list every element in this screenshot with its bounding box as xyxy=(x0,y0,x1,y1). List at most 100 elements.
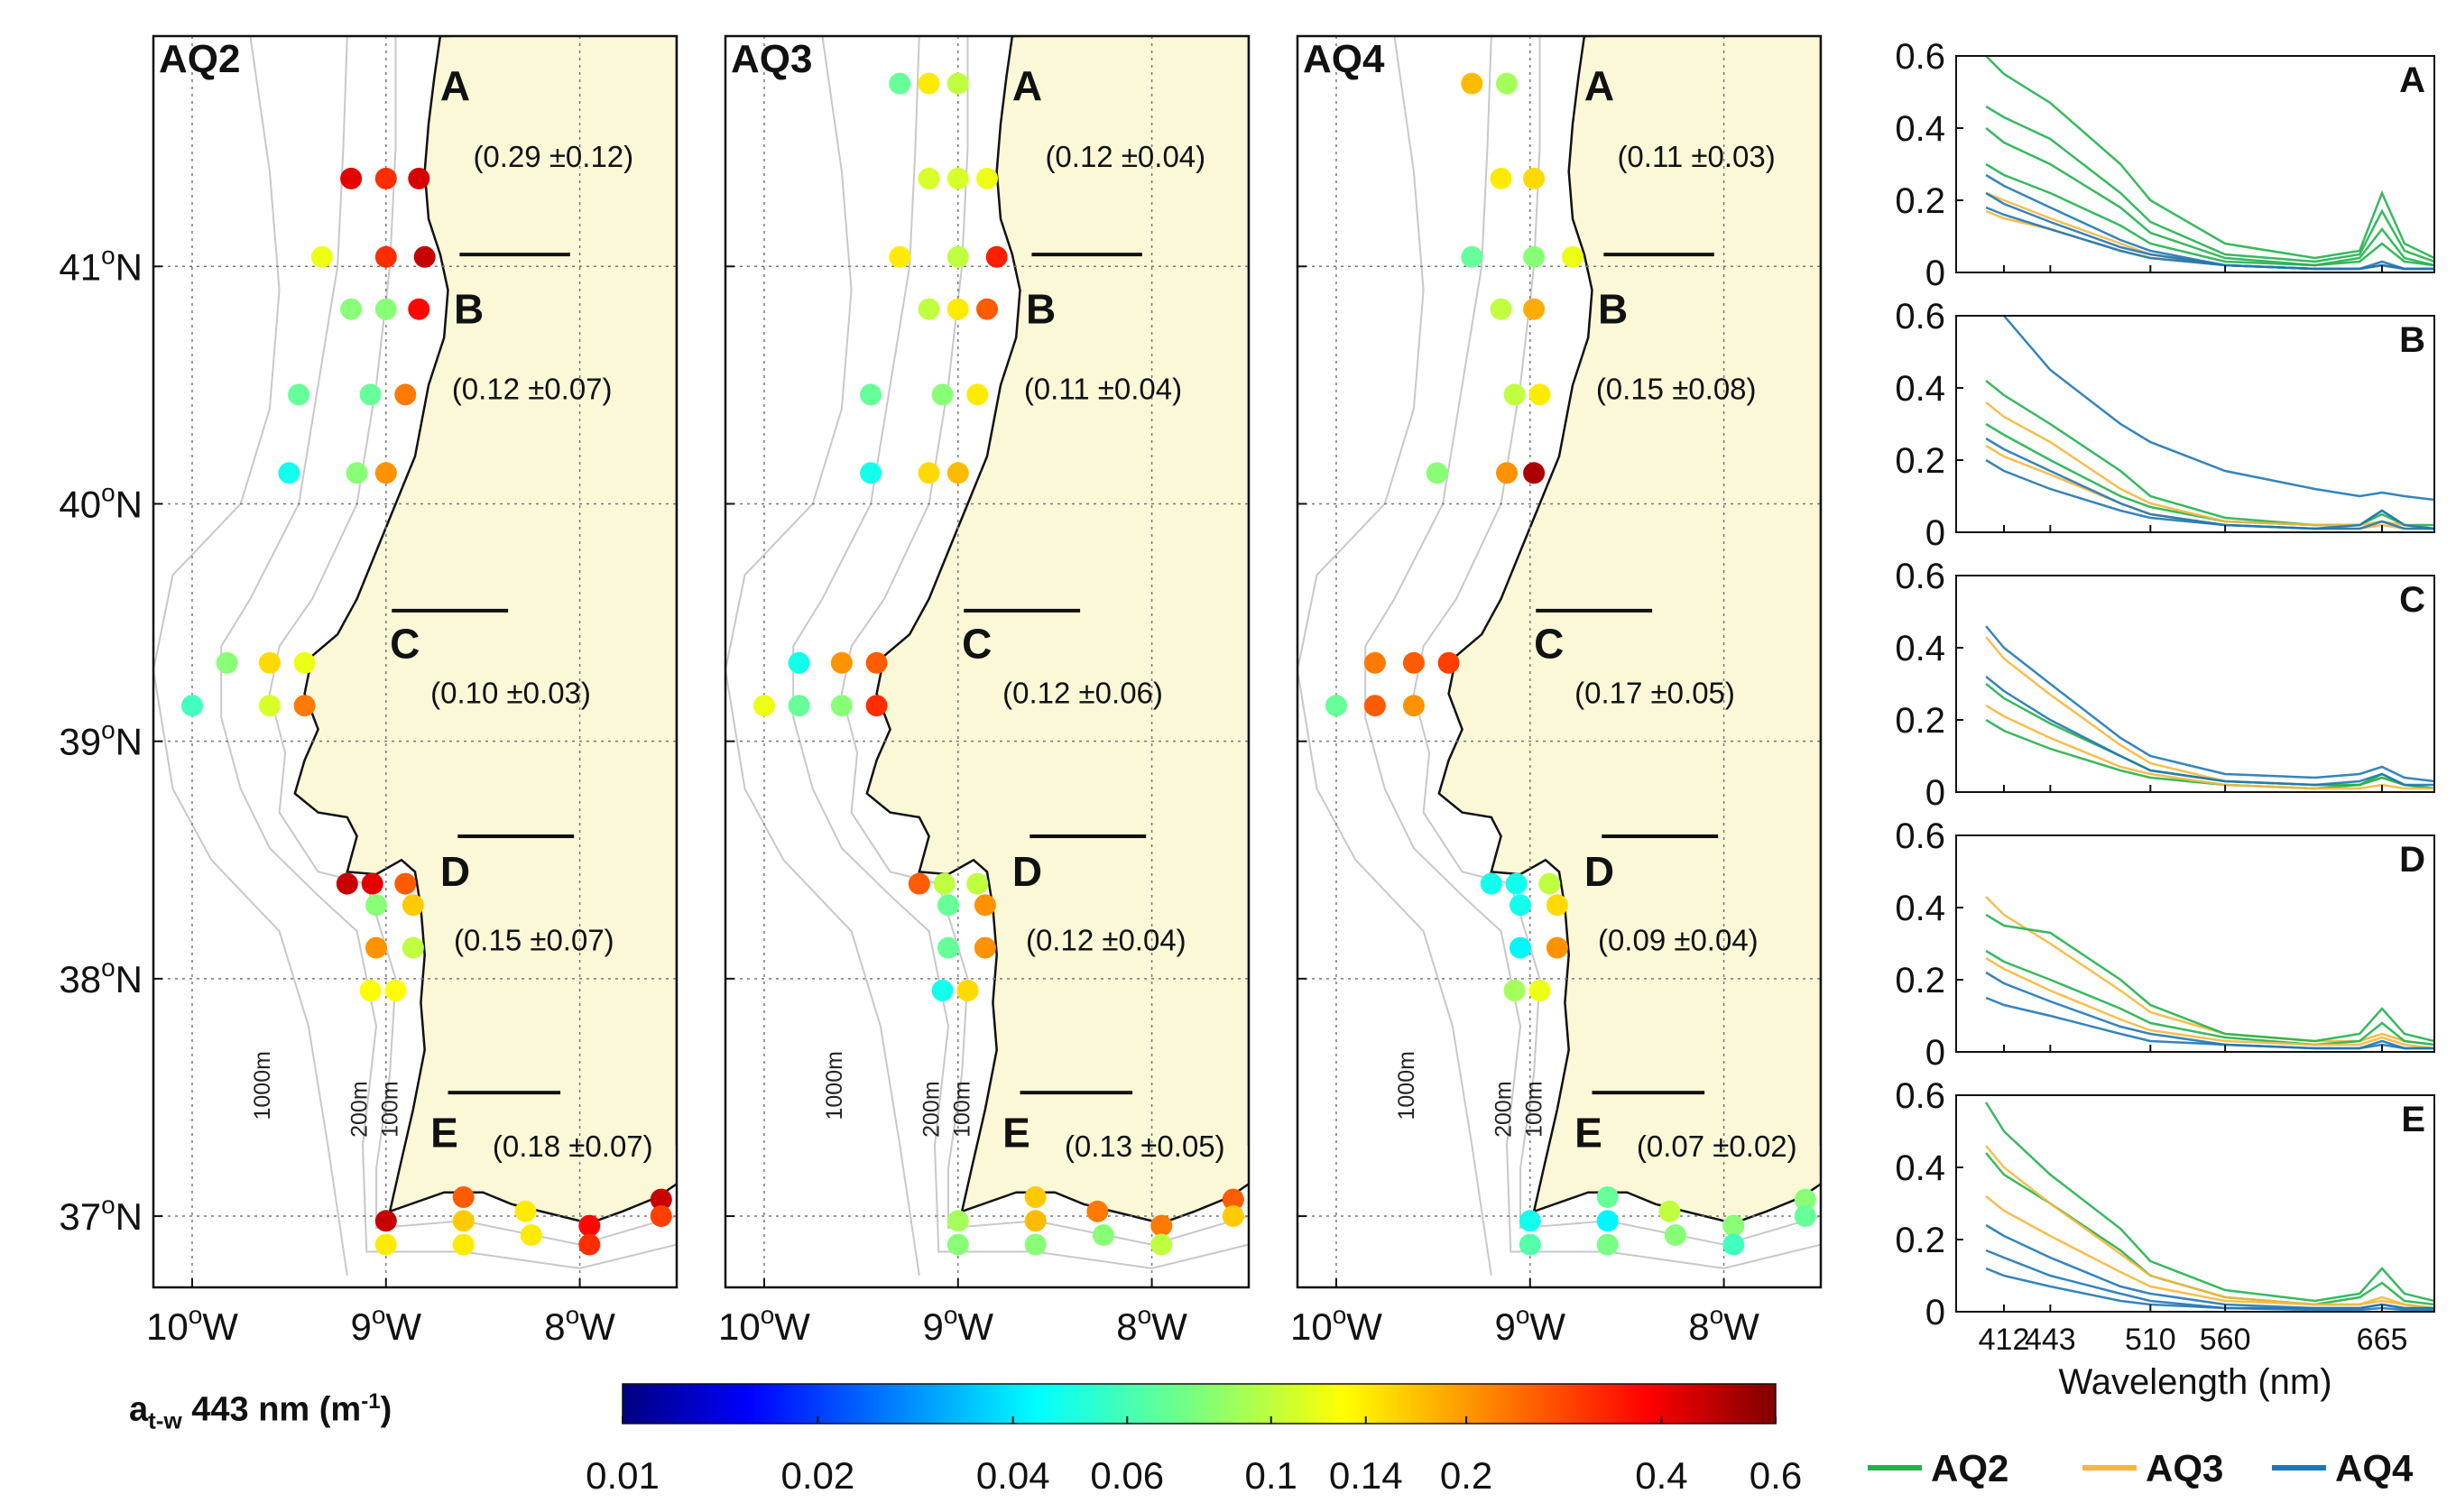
y-tick-label: 0.2 xyxy=(1895,441,1945,481)
station-point xyxy=(374,1210,397,1232)
station-point xyxy=(946,167,969,189)
depth-label: 100m xyxy=(1522,1081,1547,1138)
station-point xyxy=(946,298,969,320)
y-tick-label: 0 xyxy=(1925,1033,1945,1073)
spectrum-line-aq4 xyxy=(1985,971,2434,1050)
station-point xyxy=(1437,651,1460,674)
spectrum-line-aq2 xyxy=(1985,127,2434,267)
map-panel-aq4: 1000m 200m 100m A(0.11 ±0.03) B (0.15 ±0.08) C… xyxy=(1290,34,1823,1348)
zone-label-e: E xyxy=(430,1110,458,1157)
station-point xyxy=(374,1233,397,1256)
station-point xyxy=(946,245,969,268)
station-point xyxy=(830,695,853,717)
lon-tick-label: 8oW xyxy=(1688,1301,1759,1348)
station-point xyxy=(865,651,888,674)
spectra-panel-label: C xyxy=(2399,580,2425,620)
station-point xyxy=(860,462,882,484)
station-point xyxy=(1490,167,1512,189)
station-point xyxy=(753,695,775,717)
spectrum-line-aq3 xyxy=(1985,1145,2434,1310)
station-point xyxy=(374,462,397,484)
station-point xyxy=(1528,383,1551,406)
station-point xyxy=(346,462,368,484)
station-point xyxy=(985,245,1008,268)
isobath-line xyxy=(153,36,348,1276)
station-point xyxy=(408,167,430,189)
spectra-frame xyxy=(1955,1094,2435,1313)
spectra-frame xyxy=(1955,575,2435,793)
zone-label-a: A xyxy=(440,62,470,109)
lat-tick-label: 38oN xyxy=(59,954,143,1000)
zone-label-b: B xyxy=(1026,285,1056,332)
spectrum-line-aq4 xyxy=(2002,316,2434,502)
station-point xyxy=(946,72,969,95)
station-point xyxy=(1086,1200,1109,1222)
y-tick-label: 0.2 xyxy=(1895,701,1945,741)
lon-tick-label: 9oW xyxy=(922,1301,993,1348)
colorbar-tick-label: 0.02 xyxy=(780,1454,854,1497)
spectrum-line-aq3 xyxy=(1985,956,2434,1050)
station-point xyxy=(1523,462,1546,484)
lon-tick-label: 10oW xyxy=(1290,1301,1382,1348)
y-tick-label: 0.4 xyxy=(1895,1148,1945,1188)
x-tick-label: 412 xyxy=(1979,1323,2030,1357)
spectra-frame xyxy=(1955,315,2435,533)
station-point xyxy=(1505,872,1528,895)
station-point xyxy=(974,894,996,917)
spectrum-line-aq2 xyxy=(1985,949,2434,1046)
station-point xyxy=(1510,894,1531,917)
spectra-panel-d: D 0 0.2 0.4 0.6 xyxy=(1895,816,2435,1073)
zone-value: (0.12 ±0.04) xyxy=(1045,140,1205,173)
colorbar-tick-label: 0.14 xyxy=(1329,1454,1403,1497)
station-point xyxy=(908,872,930,895)
station-point xyxy=(946,1210,969,1232)
station-point xyxy=(365,894,387,917)
lat-tick-label: 39oN xyxy=(59,716,143,763)
station-point xyxy=(394,383,417,406)
x-tick-label: 510 xyxy=(2125,1323,2176,1357)
station-point xyxy=(1461,245,1483,268)
map-frame xyxy=(724,34,1251,1289)
station-point xyxy=(452,1210,475,1232)
zone-value: (0.15 ±0.07) xyxy=(454,923,614,956)
station-point xyxy=(931,383,954,406)
station-point xyxy=(520,1224,542,1247)
y-tick-label: 0.6 xyxy=(1895,37,1945,77)
spectrum-line-aq3 xyxy=(1985,444,2434,530)
y-tick-label: 0 xyxy=(1925,513,1945,553)
station-point xyxy=(374,298,397,320)
legend-label: AQ3 xyxy=(2146,1447,2223,1489)
spectrum-line-aq4 xyxy=(1985,437,2434,530)
zone-label-e: E xyxy=(1002,1110,1030,1157)
spectrum-line-aq2 xyxy=(1985,1102,2434,1303)
y-tick-label: 0 xyxy=(1925,1293,1945,1332)
station-point xyxy=(966,383,989,406)
zone-label-d: D xyxy=(1584,848,1614,895)
colorbar-tick-label: 0.1 xyxy=(1245,1454,1297,1497)
depth-label: 1000m xyxy=(1394,1051,1419,1120)
map-frame xyxy=(1296,34,1823,1289)
station-point xyxy=(1024,1186,1047,1208)
station-point xyxy=(956,980,979,1001)
station-point xyxy=(1024,1210,1047,1232)
station-point xyxy=(860,383,882,406)
spectra-panel-b: B 0 0.2 0.4 0.6 xyxy=(1895,297,2435,553)
station-point xyxy=(1596,1186,1619,1208)
station-point xyxy=(578,1214,601,1237)
map-panel-aq2: 1000m 200m 100m A(0.29 ±0.12) B (0.12 ±0.07) C… xyxy=(59,34,679,1348)
station-point xyxy=(918,462,940,484)
station-point xyxy=(340,167,363,189)
isobath-line xyxy=(1412,36,1821,1246)
spectra-frame xyxy=(1955,55,2435,273)
spectra-panel-label: E xyxy=(2401,1100,2425,1139)
zone-value: (0.10 ±0.03) xyxy=(430,677,591,710)
station-point xyxy=(452,1186,475,1208)
zone-label-a: A xyxy=(1012,62,1042,109)
y-tick-label: 0 xyxy=(1925,773,1945,813)
y-tick-label: 0.2 xyxy=(1895,961,1945,1000)
y-tick-label: 0.2 xyxy=(1895,1221,1945,1260)
x-axis-label: Wavelength (nm) xyxy=(2058,1362,2331,1402)
zone-value: (0.07 ±0.02) xyxy=(1637,1129,1797,1163)
